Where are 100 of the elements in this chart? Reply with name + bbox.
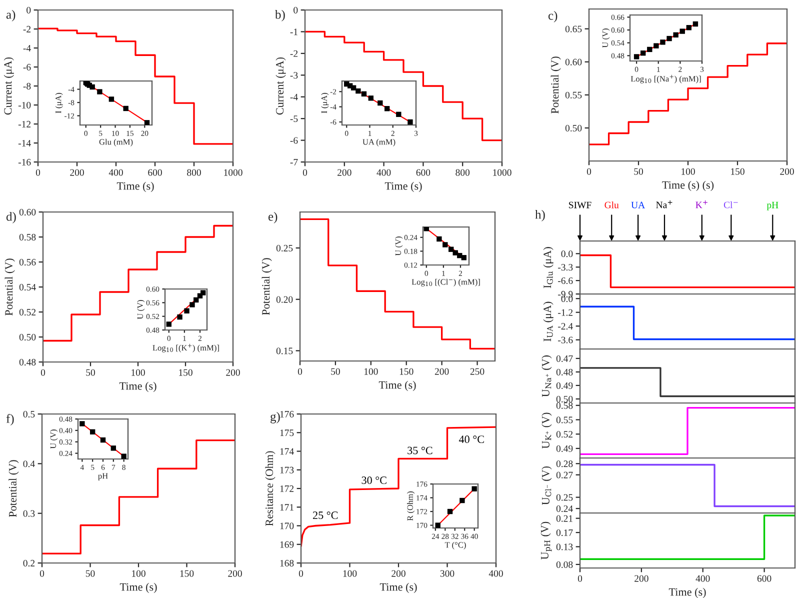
y-tick-label: 176 [280, 410, 294, 418]
x-axis-title: Log$_{10}$ [(Na$^{+}$) (mM)] [630, 74, 701, 84]
text: K$^{+}$ [696, 200, 708, 208]
y-tick-label: 0.58 [19, 234, 36, 241]
x-axis-title: Time (s) [120, 582, 157, 594]
x-tick-label: 400 [108, 169, 123, 176]
x-axis-title: UA (mM) [362, 138, 396, 146]
x-tick-label: 100 [364, 368, 378, 375]
chart-title: f) [6, 414, 14, 426]
y-axis-title: I (μA) [321, 92, 329, 114]
x-tick-label: 0 [40, 570, 44, 577]
x-tick-label: 50 [86, 369, 95, 376]
y-tick-label: 170 [280, 522, 294, 530]
x-tick-label: 150 [400, 368, 414, 375]
y-tick-label: 0.49 [556, 382, 573, 389]
x-tick-label: 0 [298, 368, 302, 375]
y-tick-label: 0.0 [561, 250, 573, 258]
x-axis-title: Time (s) (s) [662, 180, 714, 192]
x-tick-label: 150 [179, 369, 192, 376]
y-tick-label: 171 [280, 504, 294, 510]
text: pH [766, 202, 778, 210]
y-axis-title: Potential (V) [8, 460, 19, 518]
y-axis-title: I$_{UA}$ (μA) [543, 302, 554, 342]
y-tick-label: -7 [290, 159, 298, 166]
y-tick-label: 0 [294, 6, 298, 14]
y-tick-label: 0.60 [565, 58, 582, 66]
y-tick-label: -2.4 [558, 323, 573, 330]
y-tick-label: 0.55 [556, 416, 573, 424]
x-tick-label: 250 [470, 368, 484, 375]
y-tick-label: -4 [290, 94, 298, 100]
x-tick-label: 200 [226, 369, 240, 376]
x-tick-label: 200 [634, 575, 648, 582]
x-axis-title: Time (s) [119, 382, 156, 392]
y-tick-label: 0.15 [276, 348, 293, 354]
x-tick-label: 1000 [493, 169, 512, 176]
x-tick-label: 100 [132, 369, 145, 376]
chart-title: d) [6, 212, 16, 224]
y-tick-label: 0.58 [556, 402, 573, 409]
x-tick-label: 0 [40, 369, 46, 376]
y-tick-label: 0.50 [556, 396, 573, 402]
x-tick-label: 400 [376, 169, 391, 176]
y-tick-label: -8 [23, 82, 31, 90]
x-tick-label: 0 [36, 169, 40, 176]
x-tick-label: 300 [440, 570, 454, 577]
y-axis-title: U$_{Cl⁻}$ (V) [542, 466, 552, 505]
chart-title: a) [6, 10, 16, 22]
x-tick-label: 200 [228, 570, 242, 577]
y-tick-label: 0.49 [556, 445, 573, 452]
y-axis-title: U (V) [50, 430, 58, 449]
y-tick-label: 0.08 [556, 561, 573, 568]
y-tick-label: 0.56 [19, 258, 36, 266]
y-tick-label: -6 [23, 64, 31, 70]
x-tick-label: 0 [302, 169, 308, 176]
x-tick-label: 150 [731, 168, 744, 175]
y-tick-label: -1 [290, 28, 298, 36]
y-tick-label: 0.0 [561, 295, 573, 302]
x-axis-title: Time (s) [384, 182, 422, 192]
x-axis-title: Time (s) [116, 182, 154, 192]
y-tick-label: -10 [18, 102, 31, 108]
x-tick-label: 800 [456, 169, 470, 176]
y-tick-label: 0.48 [556, 368, 573, 376]
y-tick-label: 0.47 [556, 355, 573, 362]
y-tick-label: -3.6 [558, 336, 573, 344]
y-tick-label: 173 [280, 466, 294, 474]
y-tick-label: -6.6 [558, 277, 573, 284]
text: Na$^{+}$ [656, 200, 672, 208]
x-axis-title: Time (s) [668, 588, 706, 598]
x-tick-label: 800 [187, 169, 201, 176]
y-tick-label: -3.3 [558, 264, 573, 271]
y-tick-label: -16 [18, 158, 31, 166]
x-tick-label: 200 [70, 169, 84, 176]
y-axis-title: U (V) [395, 236, 403, 256]
y-tick-label: 0.27 [556, 472, 573, 478]
y-tick-label: -5 [290, 116, 298, 122]
y-tick-label: -9.9 [558, 290, 573, 298]
x-tick-label: 100 [343, 570, 357, 577]
y-axis-title: Current (μA) [276, 57, 286, 115]
y-tick-label: 174 [280, 448, 294, 455]
y-tick-label: 0.25 [556, 494, 573, 501]
y-tick-label: 0.21 [556, 515, 572, 522]
text: UA [631, 202, 645, 208]
x-axis-title: Log$_{10}$ [(Cl$^{−}$) (mM)] [412, 278, 480, 286]
y-tick-label: -3 [290, 72, 298, 79]
y-tick-label: 0.3 [23, 510, 35, 517]
y-tick-label: -14 [18, 140, 31, 146]
annotation: 35 °C [408, 446, 432, 454]
y-tick-label: 0.17 [556, 529, 573, 536]
y-axis-title: Potential (V) [262, 258, 272, 316]
y-tick-label: 0.5 [23, 410, 35, 418]
y-tick-label: 0.50 [19, 334, 36, 341]
chart-title: e) [268, 212, 278, 224]
y-axis-title: U$_{Na⁺}$ (V) [542, 355, 552, 397]
x-tick-label: 600 [148, 169, 162, 176]
y-tick-label: 0.2 [23, 560, 35, 567]
x-tick-label: 400 [488, 570, 503, 577]
annotation: 30 °C [362, 476, 386, 484]
x-tick-label: 1000 [224, 169, 242, 176]
chart-title: g) [270, 412, 280, 424]
x-tick-label: 0 [298, 570, 304, 577]
y-tick-label: 168 [280, 560, 294, 566]
